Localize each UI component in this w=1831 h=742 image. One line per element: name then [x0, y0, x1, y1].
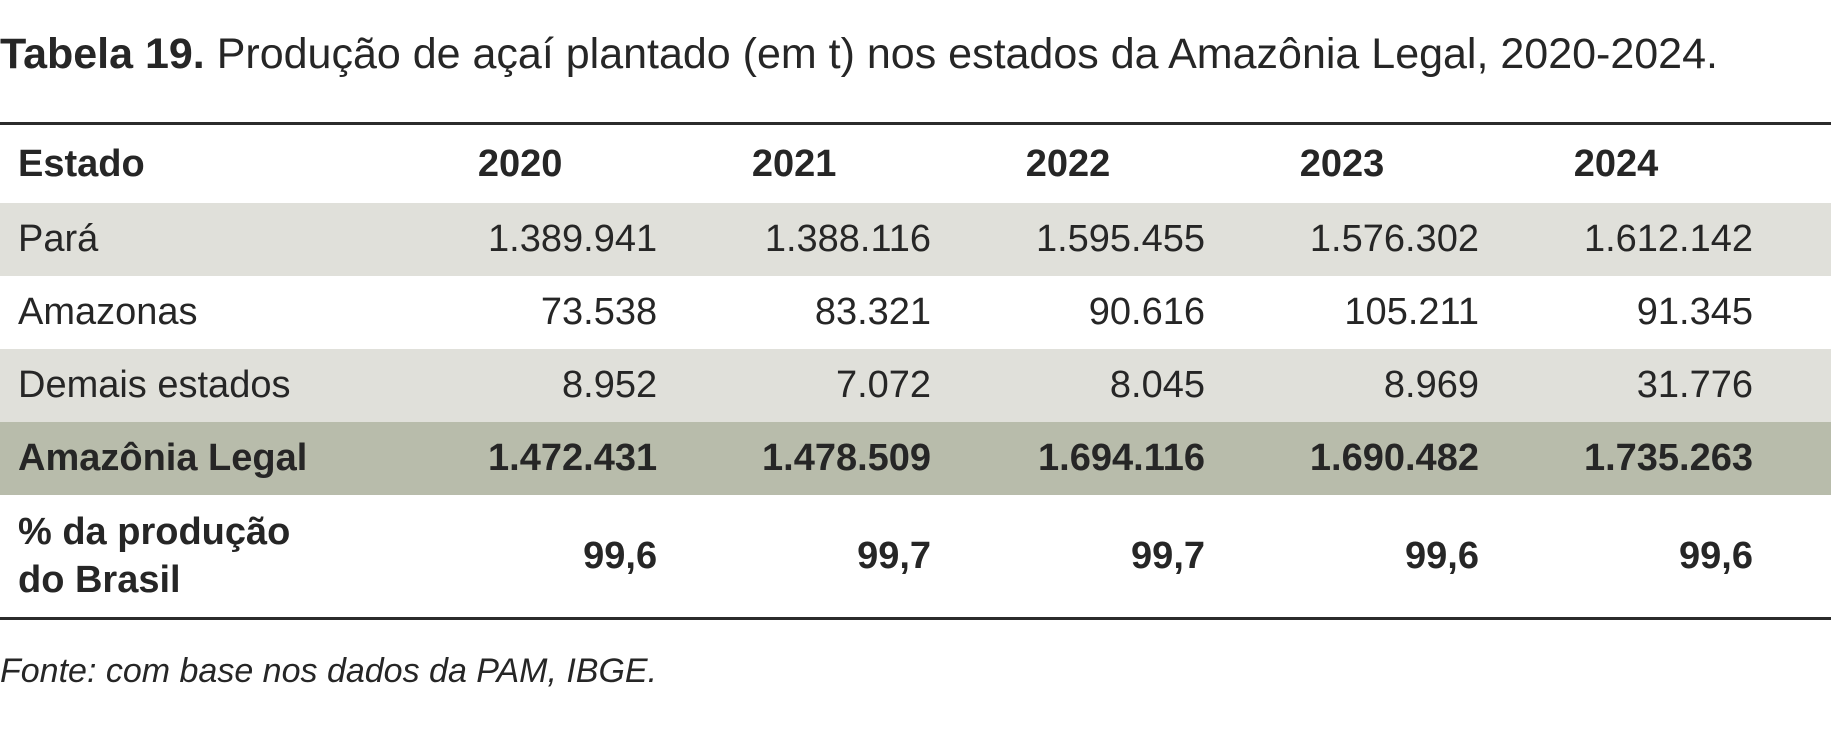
row-state: Pará [0, 203, 384, 276]
header-state: Estado [18, 142, 145, 185]
row-state: Demais estados [0, 349, 384, 422]
cell-value: 1.389.941 [383, 203, 658, 276]
cell-value: 99,6 [1405, 534, 1479, 577]
header-year-2020: 2020 [477, 142, 563, 185]
caption-text: Produção de açaí plantado (em t) nos est… [216, 30, 1718, 78]
header-year-2024: 2024 [1573, 142, 1659, 185]
row-state: Amazonas [18, 291, 198, 333]
cell-value: 99,7 [1131, 534, 1206, 577]
cell-value: 31.776 [1478, 349, 1831, 422]
cell-value: 1.690.482 [1205, 422, 1479, 495]
cell-value: 7.072 [657, 349, 932, 422]
row-state-line-2: do Brasil [18, 559, 181, 601]
cell-value: 91.345 [1636, 291, 1753, 333]
table-row: Demais estados 8.952 7.072 8.045 8.969 3… [0, 349, 1831, 422]
cell-value: 1.472.431 [383, 422, 658, 495]
cell-value: 1.388.116 [657, 203, 932, 276]
cell-value: 73.538 [540, 291, 658, 333]
table-caption: Tabela 19. Produção de açaí plantado (em… [0, 26, 1831, 82]
cell-value: 1.478.509 [657, 422, 932, 495]
table-total-row: Amazônia Legal 1.472.431 1.478.509 1.694… [0, 422, 1831, 495]
row-state: % da produção do Brasil [0, 495, 383, 619]
cell-value: 99,7 [857, 534, 932, 577]
cell-value: 1.694.116 [931, 422, 1206, 495]
cell-value: 1.576.302 [1205, 203, 1479, 276]
caption-label: Tabela 19. [0, 30, 205, 78]
cell-value: 83.321 [814, 291, 932, 333]
table-row: Pará 1.389.941 1.388.116 1.595.455 1.576… [0, 203, 1831, 276]
header-year-2021: 2021 [751, 142, 837, 185]
cell-value: 1.595.455 [931, 203, 1206, 276]
cell-value: 99,6 [1679, 534, 1753, 577]
header-year-2022: 2022 [1025, 142, 1111, 185]
source-note: Fonte: com base nos dados da PAM, IBGE. [0, 652, 658, 690]
production-table: Estado 2020 2021 2022 2023 2024 Pará 1.3… [0, 122, 1831, 620]
cell-value: 8.952 [383, 349, 658, 422]
cell-value: 1.612.142 [1478, 203, 1831, 276]
table-header-row: Estado 2020 2021 2022 2023 2024 [0, 124, 1831, 204]
header-year-2023: 2023 [1299, 142, 1385, 185]
table-row: Amazonas 73.538 83.321 90.616 105.211 91… [0, 276, 1831, 349]
table-percentage-row: % da produção do Brasil 99,6 99,7 99,7 9… [0, 495, 1831, 619]
row-state: Amazônia Legal [0, 422, 384, 495]
cell-value: 1.735.263 [1478, 422, 1831, 495]
cell-value: 8.969 [1205, 349, 1479, 422]
cell-value: 8.045 [931, 349, 1206, 422]
row-state-line-1: % da produção [18, 511, 291, 553]
cell-value: 99,6 [583, 534, 658, 577]
cell-value: 90.616 [1088, 291, 1206, 333]
cell-value: 105.211 [1344, 291, 1479, 333]
